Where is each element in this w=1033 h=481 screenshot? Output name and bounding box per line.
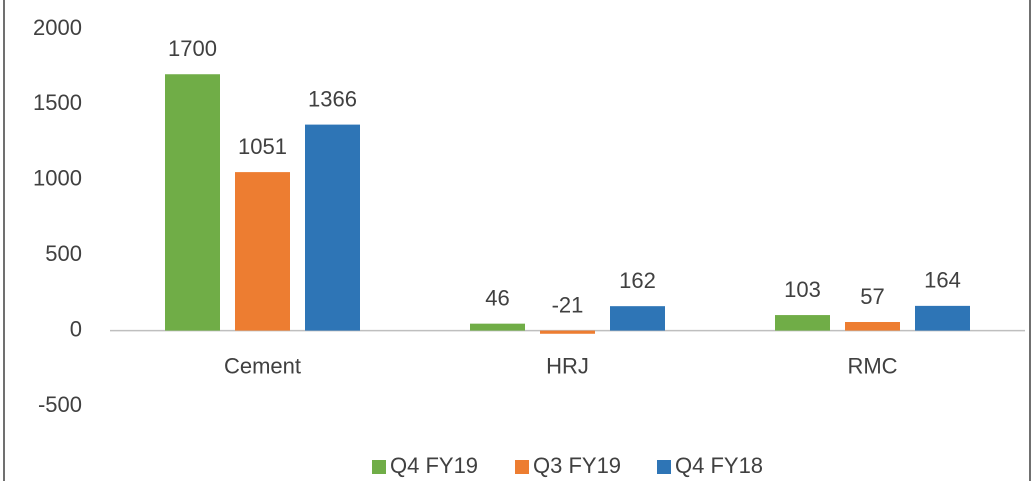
data-label: 164 — [924, 268, 961, 293]
data-label: 1366 — [308, 86, 357, 111]
x-tick-label: HRJ — [546, 353, 589, 378]
bar — [165, 74, 220, 331]
bar — [915, 305, 970, 331]
legend-swatch — [372, 460, 386, 474]
data-label: 1051 — [238, 134, 287, 159]
chart-border — [3, 0, 1031, 481]
bar — [235, 172, 290, 331]
y-tick-label: 1500 — [33, 90, 82, 115]
y-tick-label: 2000 — [33, 15, 82, 40]
y-tick-label: 1000 — [33, 166, 82, 191]
legend-label: Q4 FY18 — [675, 453, 763, 478]
data-label: 46 — [485, 285, 509, 310]
bar — [305, 124, 360, 331]
legend-swatch — [515, 460, 529, 474]
y-tick-label: -500 — [38, 392, 82, 417]
legend-label: Q4 FY19 — [390, 453, 478, 478]
legend-label: Q3 FY19 — [533, 453, 621, 478]
x-tick-label: Cement — [224, 353, 301, 378]
data-label: 1700 — [168, 36, 217, 61]
data-label: 57 — [860, 284, 884, 309]
bar — [610, 306, 665, 331]
bar — [845, 322, 900, 331]
x-tick-label: RMC — [847, 353, 897, 378]
bar — [540, 330, 595, 334]
y-tick-label: 0 — [70, 316, 82, 341]
data-label: 103 — [784, 277, 821, 302]
y-tick-label: 500 — [45, 241, 82, 266]
data-label: -21 — [552, 292, 584, 317]
legend-swatch — [657, 460, 671, 474]
data-label: 162 — [619, 268, 656, 293]
bar — [775, 315, 830, 331]
bar — [470, 323, 525, 331]
